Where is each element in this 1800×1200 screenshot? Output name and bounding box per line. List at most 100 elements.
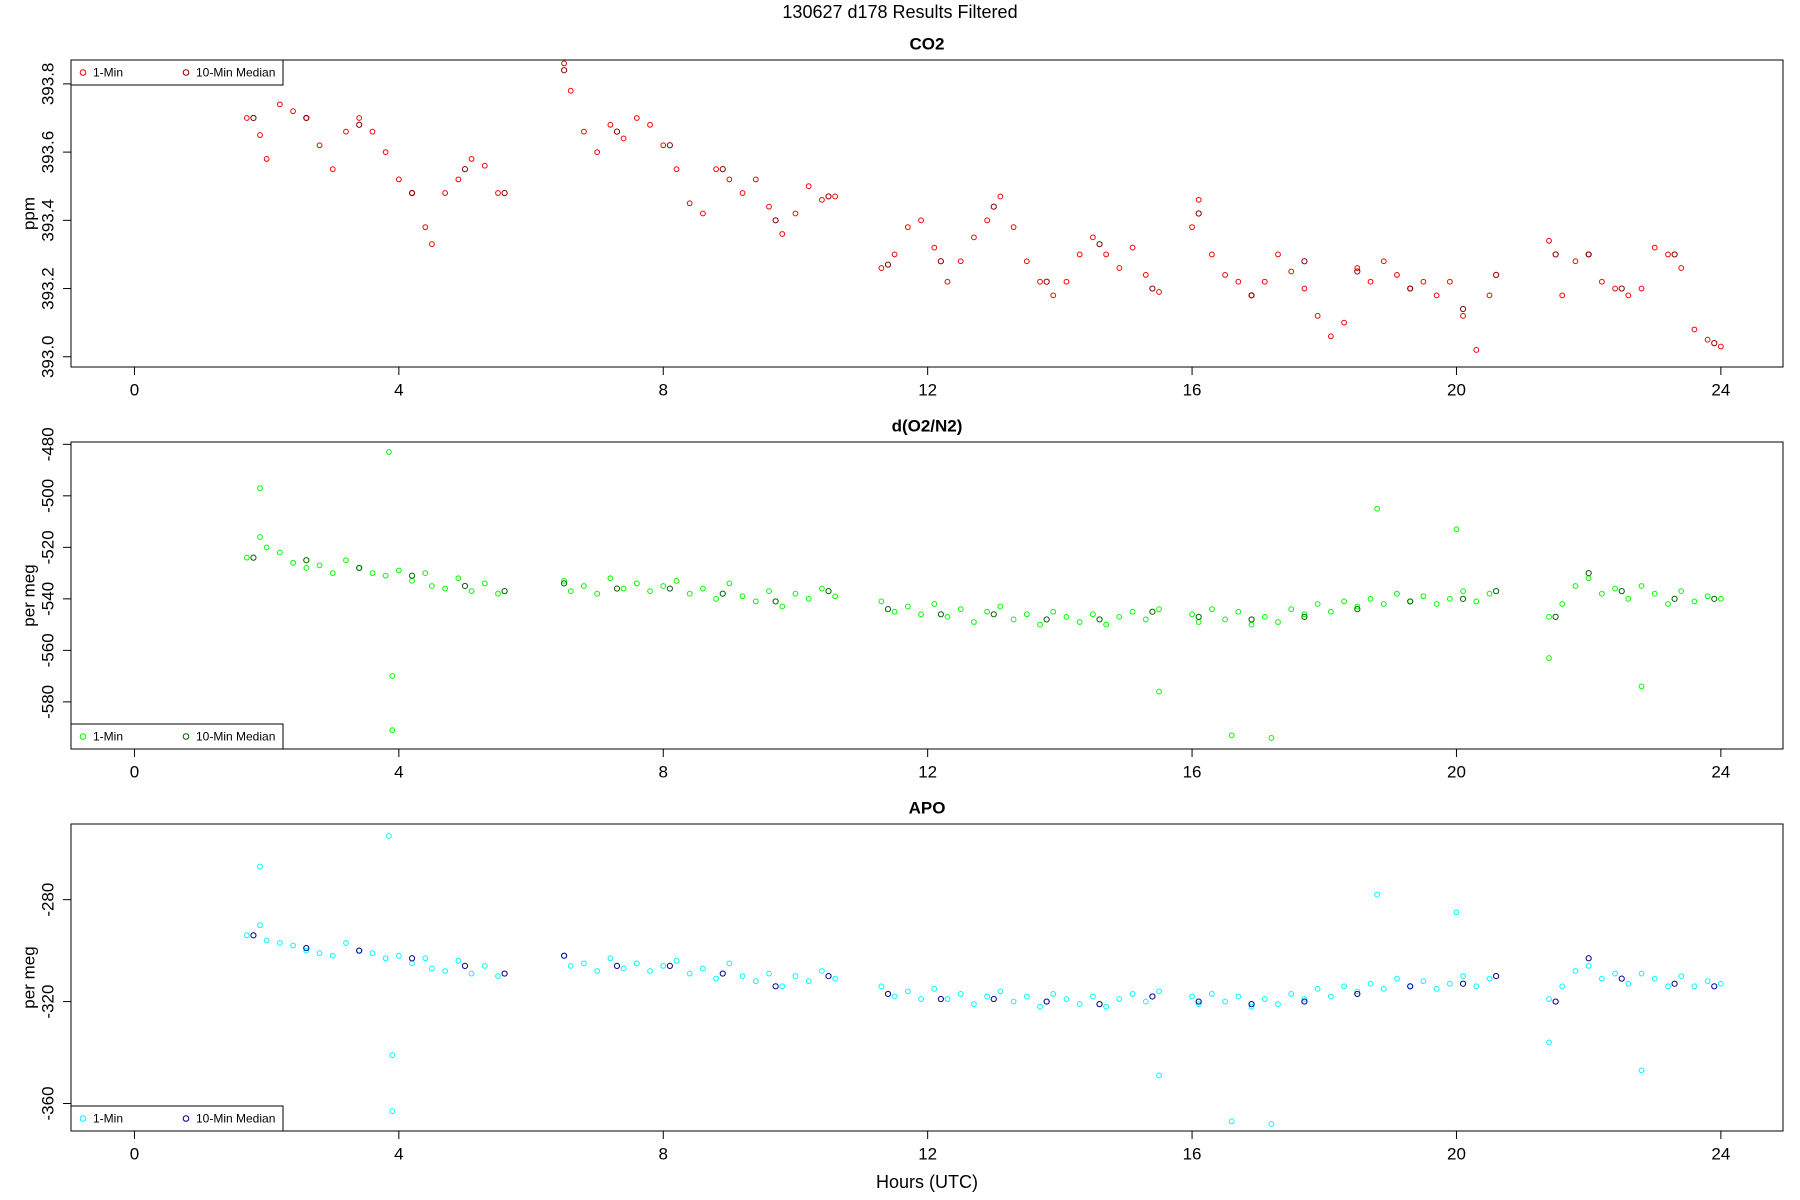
- point: [719, 590, 726, 597]
- point: [567, 87, 574, 94]
- point: [1050, 608, 1057, 615]
- legend-marker: [79, 733, 87, 740]
- point: [1037, 1003, 1043, 1010]
- point: [1585, 251, 1592, 258]
- point: [1228, 732, 1235, 739]
- point: [1493, 588, 1500, 595]
- point: [686, 970, 693, 977]
- point: [429, 241, 435, 248]
- point: [594, 590, 601, 597]
- point: [1222, 998, 1229, 1005]
- point: [389, 673, 396, 680]
- legend-label: 1-Min: [93, 66, 123, 80]
- point: [660, 963, 667, 969]
- point: [700, 210, 706, 217]
- point: [779, 231, 786, 237]
- point: [1598, 590, 1605, 597]
- point: [971, 234, 977, 241]
- point: [673, 166, 680, 173]
- y-tick-label: 393.0: [38, 335, 57, 378]
- point: [1598, 975, 1605, 982]
- point: [276, 940, 283, 946]
- point: [1407, 285, 1414, 292]
- point: [263, 937, 270, 944]
- point: [1420, 593, 1427, 600]
- point: [481, 580, 488, 587]
- point: [382, 572, 389, 579]
- point: [1235, 993, 1242, 1000]
- point: [1704, 336, 1711, 343]
- point: [620, 965, 627, 972]
- point: [461, 962, 469, 970]
- x-tick-label: 12: [918, 1144, 937, 1163]
- point: [904, 603, 911, 610]
- x-tick-label: 24: [1711, 1144, 1730, 1163]
- y-tick-label: -520: [38, 530, 57, 564]
- point: [243, 932, 250, 939]
- point: [455, 176, 462, 183]
- point: [1090, 993, 1096, 1000]
- point: [408, 572, 416, 579]
- point: [1195, 1001, 1202, 1008]
- legend-label: 1-Min: [93, 730, 123, 744]
- point: [1459, 980, 1467, 987]
- point: [561, 577, 568, 584]
- point: [1717, 595, 1724, 602]
- point: [382, 149, 389, 156]
- point: [1063, 278, 1070, 285]
- point: [1288, 606, 1295, 613]
- point: [1559, 292, 1566, 299]
- point: [1189, 224, 1195, 231]
- point: [1103, 1003, 1110, 1010]
- point: [931, 601, 938, 607]
- point: [633, 960, 640, 967]
- point: [937, 611, 944, 618]
- y-tick-label: -360: [38, 1086, 57, 1120]
- point: [1103, 621, 1110, 628]
- x-tick-label: 24: [1711, 762, 1730, 781]
- point: [1638, 970, 1645, 977]
- point: [1037, 278, 1043, 285]
- point: [884, 261, 892, 268]
- point: [1037, 621, 1043, 628]
- point: [250, 554, 257, 561]
- point: [647, 588, 653, 595]
- point: [944, 613, 951, 620]
- point: [290, 559, 296, 566]
- point: [561, 952, 568, 959]
- point: [1572, 583, 1579, 589]
- point: [884, 990, 892, 998]
- legend-label: 10-Min Median: [196, 66, 275, 80]
- point: [1142, 616, 1149, 623]
- point: [752, 598, 759, 605]
- point: [1612, 285, 1619, 292]
- point: [461, 166, 469, 173]
- point: [1341, 598, 1347, 605]
- point: [984, 217, 991, 224]
- point: [1433, 601, 1440, 607]
- point: [257, 534, 263, 540]
- point: [1195, 998, 1202, 1005]
- point: [567, 963, 574, 969]
- point: [1129, 991, 1136, 997]
- point: [501, 189, 508, 197]
- legend-box: [70, 59, 284, 86]
- legend-label: 1-Min: [93, 1112, 123, 1126]
- x-tick-label: 8: [659, 1144, 668, 1163]
- point: [276, 101, 283, 108]
- point: [581, 960, 587, 967]
- x-tick-label: 4: [394, 762, 403, 781]
- panel-title: d(O2/N2): [892, 416, 963, 435]
- point: [1222, 272, 1229, 278]
- point: [343, 557, 349, 564]
- point: [1142, 998, 1149, 1005]
- point: [647, 121, 653, 128]
- point: [1010, 224, 1017, 231]
- point: [766, 588, 772, 595]
- point: [739, 593, 746, 600]
- panel: APO 0 4 8 12 16 20 24 -360 -320 -280 per meg Hours (…: [19, 798, 1784, 1192]
- point: [1235, 278, 1242, 285]
- point: [726, 580, 733, 587]
- point: [1572, 258, 1579, 265]
- panel: CO2 0 4 8 12 16 20 24 393.0 393.2 393.4 393.6 393.8 p…: [19, 34, 1784, 399]
